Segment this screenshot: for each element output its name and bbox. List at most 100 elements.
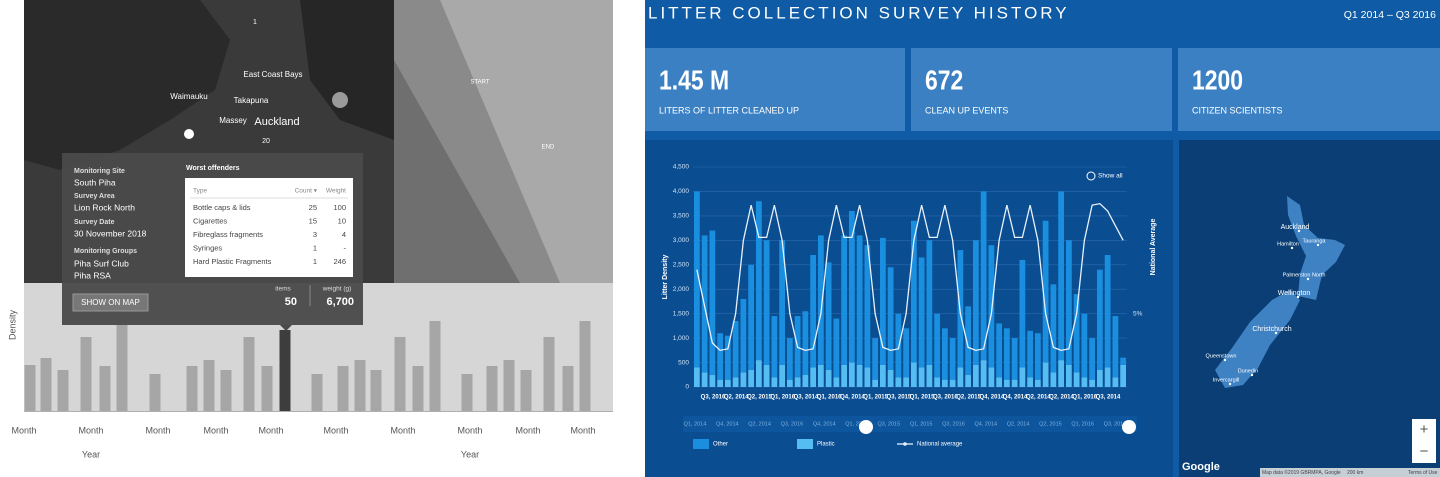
bar[interactable] — [99, 366, 111, 411]
bar[interactable] — [203, 360, 215, 411]
map-marker[interactable] — [332, 92, 348, 108]
zoom-icon[interactable] — [1086, 171, 1096, 181]
bar-segment[interactable] — [872, 379, 878, 387]
bar[interactable] — [261, 366, 273, 411]
bar-segment[interactable] — [1104, 255, 1111, 368]
bar-segment[interactable] — [833, 318, 840, 378]
zoom-in[interactable]: + — [1420, 421, 1429, 438]
bar-segment[interactable] — [1035, 333, 1041, 380]
bar[interactable] — [311, 374, 323, 411]
bar-segment[interactable] — [802, 374, 809, 387]
bar-segment[interactable] — [810, 367, 816, 387]
bar-segment[interactable] — [701, 372, 708, 387]
bar[interactable] — [412, 366, 424, 411]
bar-segment[interactable] — [895, 313, 902, 378]
bar[interactable] — [543, 337, 555, 411]
bar-segment[interactable] — [856, 235, 863, 365]
bar-segment[interactable] — [880, 365, 886, 387]
show-on-map-button[interactable] — [72, 293, 149, 312]
bar-segment[interactable] — [926, 365, 933, 387]
bar[interactable] — [149, 374, 161, 411]
bar-segment[interactable] — [794, 377, 801, 387]
bar[interactable] — [394, 337, 406, 411]
bar-segment[interactable] — [841, 365, 847, 387]
bar-segment[interactable] — [694, 191, 700, 368]
bar[interactable] — [220, 370, 232, 411]
bar-segment[interactable] — [825, 369, 832, 387]
bar-segment[interactable] — [1035, 379, 1041, 387]
bar[interactable] — [486, 366, 498, 411]
bar-segment[interactable] — [818, 235, 824, 365]
map-marker[interactable] — [184, 129, 194, 139]
navigator-handle[interactable] — [1122, 420, 1136, 434]
bar-segment[interactable] — [849, 362, 855, 387]
bar-segment[interactable] — [717, 333, 723, 380]
bar[interactable] — [80, 337, 92, 411]
bar-segment[interactable] — [918, 367, 925, 387]
bar[interactable] — [57, 370, 69, 411]
bar[interactable] — [186, 366, 198, 411]
bar[interactable] — [579, 321, 591, 411]
bar-segment[interactable] — [1050, 284, 1057, 373]
legend-label[interactable]: Other — [713, 442, 728, 448]
bar[interactable] — [503, 360, 515, 411]
bar-segment[interactable] — [1058, 360, 1064, 387]
bar-segment[interactable] — [856, 365, 863, 387]
bar-segment[interactable] — [880, 237, 886, 365]
navigator-handle[interactable] — [859, 420, 873, 434]
bar-segment[interactable] — [887, 369, 894, 387]
bar-segment[interactable] — [973, 365, 979, 387]
bar-segment[interactable] — [787, 338, 793, 380]
bar-segment[interactable] — [1042, 220, 1049, 363]
bar[interactable] — [40, 358, 52, 411]
bar-segment[interactable] — [965, 306, 971, 375]
bar-segment[interactable] — [810, 255, 816, 368]
bar-segment[interactable] — [818, 365, 824, 387]
bar-segment[interactable] — [1066, 365, 1072, 387]
bar-segment[interactable] — [756, 360, 762, 387]
bar-segment[interactable] — [1104, 367, 1111, 387]
bar-segment[interactable] — [864, 367, 871, 387]
bar-segment[interactable] — [849, 211, 855, 363]
bar-segment[interactable] — [1011, 338, 1018, 380]
legend-label[interactable]: National average — [917, 442, 963, 448]
bar-segment[interactable] — [1073, 372, 1080, 387]
bar-segment[interactable] — [709, 230, 716, 375]
bar-segment[interactable] — [748, 264, 754, 370]
bar-segment[interactable] — [833, 377, 840, 387]
bar-segment[interactable] — [1066, 240, 1072, 365]
bar-segment[interactable] — [1097, 269, 1103, 370]
bar[interactable] — [562, 366, 574, 411]
bar-segment[interactable] — [1120, 357, 1126, 365]
bar-segment[interactable] — [934, 313, 940, 378]
bar-segment[interactable] — [1058, 191, 1064, 361]
bar-segment[interactable] — [771, 316, 778, 378]
bar-segment[interactable] — [1112, 316, 1119, 378]
bar-segment[interactable] — [771, 377, 778, 387]
bar-segment[interactable] — [1120, 365, 1126, 387]
bar-segment[interactable] — [980, 360, 987, 387]
bar-segment[interactable] — [1050, 372, 1057, 387]
bar-segment[interactable] — [864, 245, 871, 368]
bar-segment[interactable] — [996, 377, 1002, 387]
bar-segment[interactable] — [763, 240, 770, 365]
bar-segment[interactable] — [949, 338, 956, 380]
bar-segment[interactable] — [841, 235, 847, 365]
zoom-button[interactable]: Show all — [1098, 173, 1123, 180]
bar-segment[interactable] — [942, 379, 948, 387]
bar-segment[interactable] — [732, 377, 739, 387]
bar-segment[interactable] — [1089, 379, 1095, 387]
bar-segment[interactable] — [988, 245, 995, 368]
bar-segment[interactable] — [957, 367, 964, 387]
bar-segment[interactable] — [911, 362, 917, 387]
bar-segment[interactable] — [988, 367, 995, 387]
bar-segment[interactable] — [973, 240, 979, 365]
bar[interactable] — [520, 370, 532, 411]
zoom-out[interactable]: − — [1420, 443, 1429, 460]
bar-segment[interactable] — [1081, 313, 1088, 378]
bar-segment[interactable] — [949, 379, 956, 387]
bar[interactable] — [337, 366, 349, 411]
bar[interactable] — [429, 321, 441, 411]
bar-segment[interactable] — [756, 201, 762, 361]
bar[interactable] — [243, 337, 255, 411]
